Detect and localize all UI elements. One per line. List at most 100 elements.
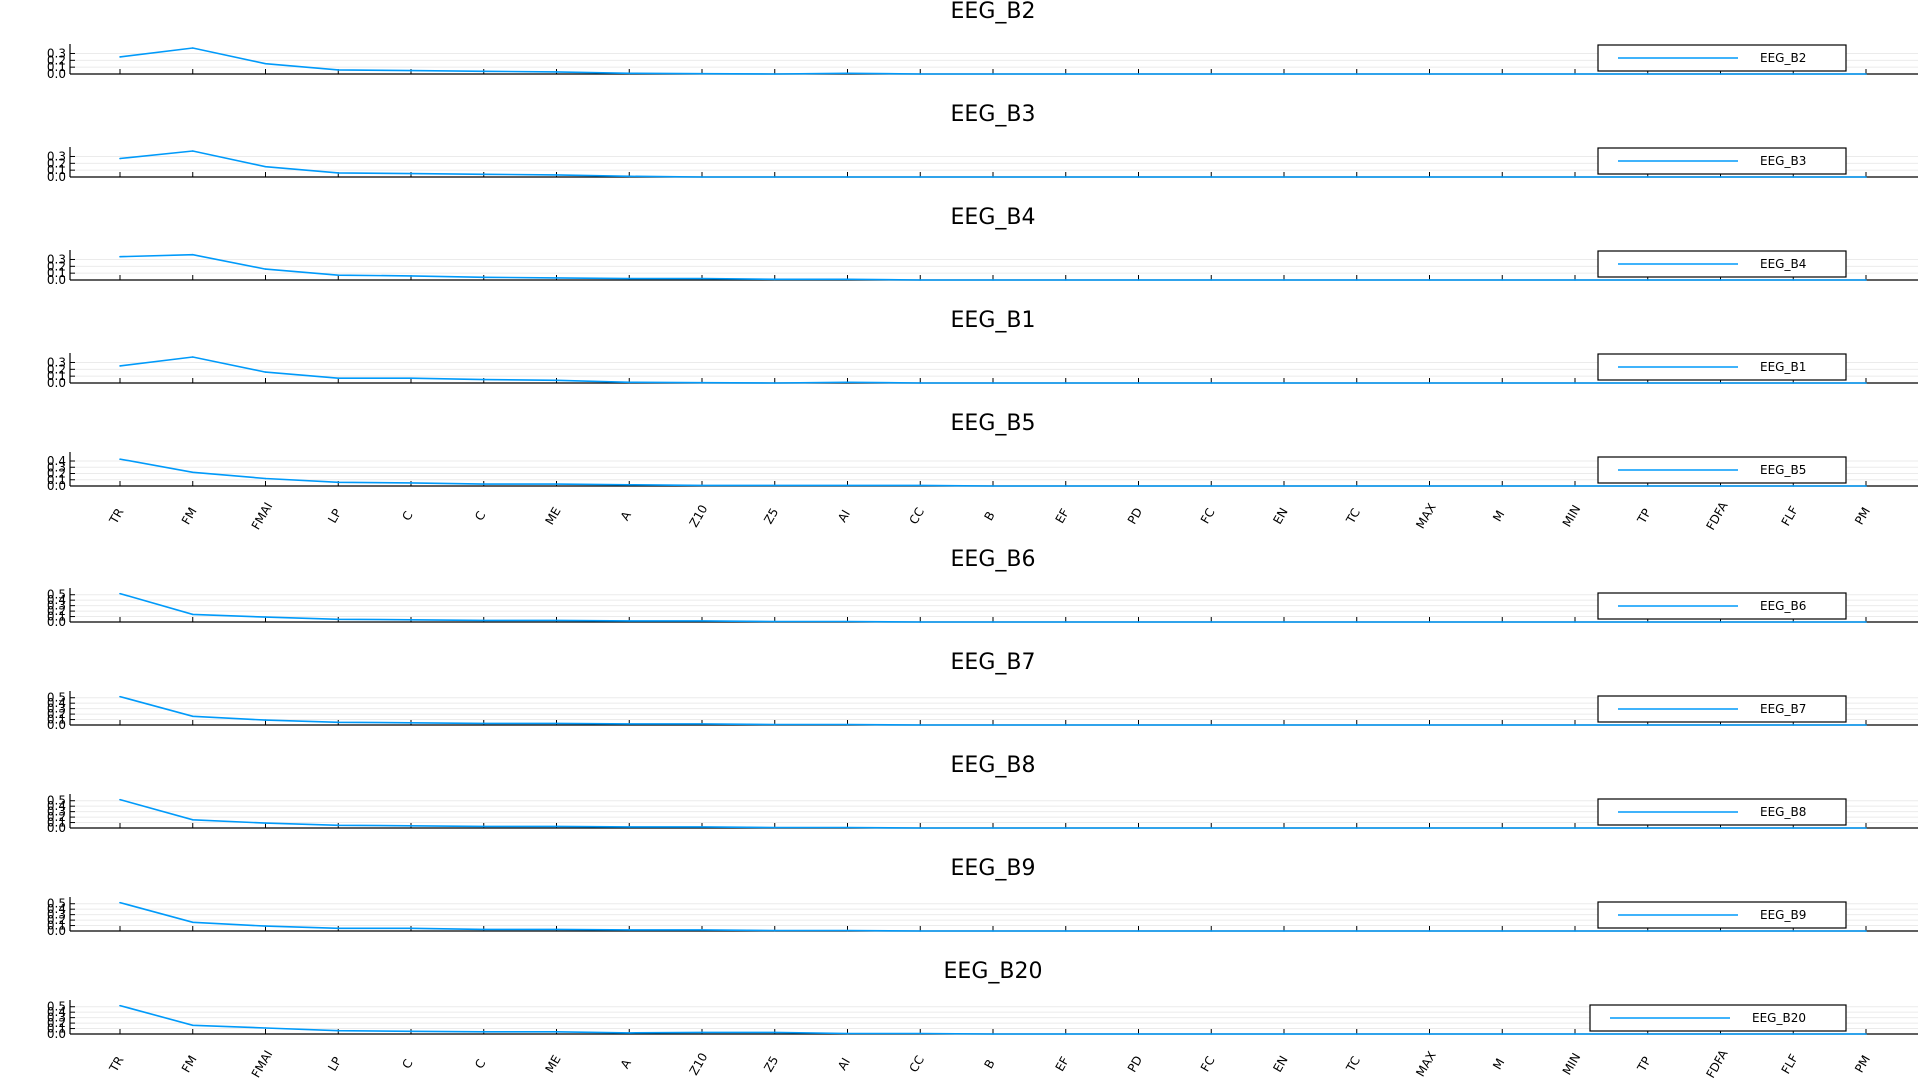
data-point <box>628 620 631 622</box>
data-point <box>1137 1033 1140 1035</box>
data-point <box>992 176 994 178</box>
x-tick-label: B <box>981 1057 997 1071</box>
data-point <box>191 47 194 49</box>
data-point <box>1428 73 1431 75</box>
data-point <box>337 927 340 930</box>
data-point <box>1865 176 1867 178</box>
data-point <box>628 381 631 384</box>
data-point <box>846 826 849 829</box>
y-tick-label: 0.4 <box>47 696 66 710</box>
data-point <box>1428 724 1431 726</box>
x-tick-label: PD <box>1125 1053 1145 1074</box>
data-point <box>773 73 776 75</box>
y-tick-label: 0.3 <box>47 460 66 474</box>
x-tick-label: MIN <box>1560 503 1584 530</box>
data-point <box>1283 73 1285 75</box>
data-point <box>119 901 121 904</box>
chart-title: EEG_B9 <box>951 856 1036 881</box>
data-point <box>919 930 922 932</box>
data-point <box>992 724 994 726</box>
y-tick-label: 0.2 <box>47 259 66 273</box>
chart-panel-eeg-b2: EEG_B2 0.00.10.20.3 EEG_B2 <box>47 0 1918 81</box>
data-point <box>1646 485 1649 487</box>
data-point <box>1865 73 1867 75</box>
data-point <box>555 379 558 382</box>
y-tick-label: 0.0 <box>47 615 66 629</box>
data-point <box>482 928 485 931</box>
data-point <box>1646 621 1649 623</box>
x-tick-label: MAX <box>1413 501 1439 531</box>
data-point <box>1210 1033 1213 1035</box>
y-tick-label: 0.1 <box>47 60 66 74</box>
data-point <box>191 356 194 358</box>
x-tick-label: EF <box>1053 1054 1072 1074</box>
data-point <box>1719 1033 1722 1035</box>
y-tick-label: 0.0 <box>47 170 66 184</box>
data-point <box>919 827 922 829</box>
y-tick-label: 0.0 <box>47 718 66 732</box>
data-point <box>919 724 922 726</box>
data-point <box>337 1029 340 1032</box>
data-point <box>1719 930 1722 932</box>
data-point <box>191 819 194 821</box>
data-point <box>992 827 994 829</box>
chart-title: EEG_B4 <box>951 205 1036 230</box>
data-point <box>264 62 267 65</box>
data-point <box>1792 1033 1795 1035</box>
data-point <box>1646 724 1649 726</box>
data-point <box>264 477 267 480</box>
data-point <box>1428 930 1431 932</box>
data-point <box>1283 485 1285 487</box>
data-point <box>337 824 340 827</box>
data-point <box>1137 621 1140 623</box>
data-point <box>264 925 267 927</box>
y-tick-label: 0.0 <box>47 67 66 81</box>
data-point <box>1574 827 1576 829</box>
y-tick-label: 0.5 <box>47 897 66 911</box>
data-point <box>773 620 776 623</box>
data-point <box>337 274 340 277</box>
data-point <box>1355 485 1358 487</box>
y-tick-label: 0.1 <box>47 713 66 727</box>
data-point <box>1283 930 1285 932</box>
data-point <box>1283 176 1285 178</box>
data-point <box>191 150 194 152</box>
x-tick-label: FMAI <box>249 1048 276 1080</box>
y-tick-label: 0.2 <box>47 53 66 67</box>
data-point <box>1646 73 1649 75</box>
x-tick-label: A <box>618 508 635 523</box>
data-point <box>1064 1033 1067 1035</box>
y-tick-label: 0.3 <box>47 252 66 266</box>
data-point <box>410 275 412 277</box>
data-point <box>1865 1033 1867 1035</box>
data-point <box>628 929 631 931</box>
y-tick-label: 0.2 <box>47 156 66 170</box>
legend-label: EEG_B1 <box>1760 360 1806 374</box>
x-tick-label: Z10 <box>687 502 711 529</box>
data-point <box>1355 279 1358 281</box>
x-tick-label: B <box>981 509 997 523</box>
data-point <box>701 277 703 280</box>
data-point <box>1792 73 1795 75</box>
data-point <box>1428 485 1431 487</box>
data-point <box>628 723 631 725</box>
data-point <box>1501 724 1504 726</box>
y-tick-label: 0.0 <box>47 479 66 493</box>
data-point <box>1283 724 1285 726</box>
data-point <box>1428 827 1431 829</box>
data-point <box>1210 827 1213 829</box>
data-point <box>992 382 994 384</box>
data-point <box>1719 485 1722 487</box>
y-tick-label: 0.2 <box>47 1016 66 1030</box>
x-tick-label: AI <box>835 507 853 524</box>
data-point <box>1792 827 1795 829</box>
data-point <box>919 176 922 178</box>
data-point <box>773 1031 776 1034</box>
data-point <box>1501 176 1504 178</box>
data-point <box>191 1024 194 1027</box>
chart-title: EEG_B5 <box>951 411 1036 436</box>
data-point <box>410 482 412 484</box>
data-point <box>482 483 485 485</box>
data-point <box>119 56 121 58</box>
x-tick-label: CC <box>907 1053 928 1075</box>
